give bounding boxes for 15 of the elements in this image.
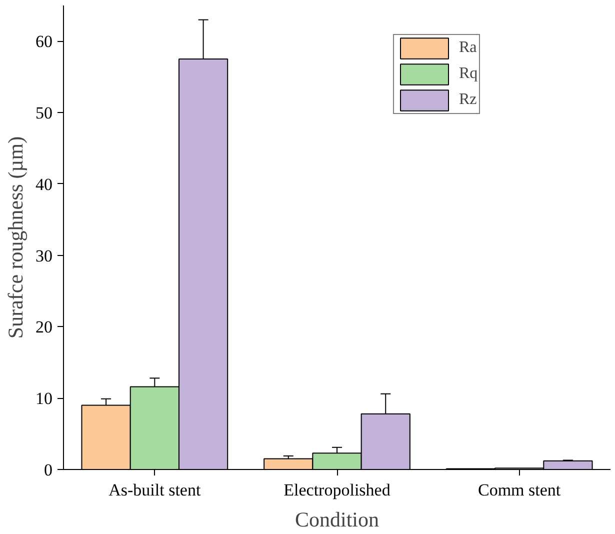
legend-label: Rz [459,91,478,109]
y-tick-label: 10 [36,389,52,408]
y-tick-label: 20 [36,318,52,337]
y-tick-label: 30 [36,246,52,266]
legend-label: Ra [459,39,478,57]
y-tick-label: 40 [36,174,52,194]
y-tick-label: 60 [36,32,52,52]
x-axis-title: Condition [294,508,380,532]
y-tick-label: 0 [44,460,52,480]
x-tick-label: As-built stent [108,480,201,500]
x-tick-label: Electropolished [284,480,391,500]
x-tick-label: Comm stent [478,480,561,500]
legend-label: Rq [459,65,479,83]
y-axis-title: Surafce roughness (µm) [4,136,28,339]
y-tick-label: 50 [36,104,52,123]
